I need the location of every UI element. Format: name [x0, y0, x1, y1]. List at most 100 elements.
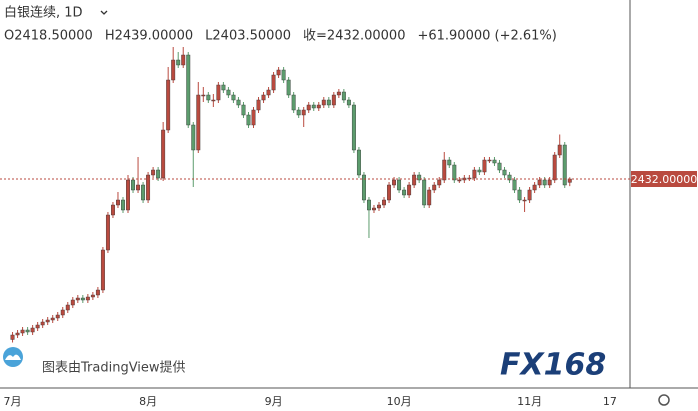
candle-body [176, 59, 181, 66]
ohlc-value: L2403.50000 [205, 29, 291, 44]
candle-body [377, 204, 381, 209]
candle-body [402, 189, 407, 196]
candle-body [196, 94, 201, 151]
candle-body [492, 159, 497, 164]
candle-body [567, 178, 572, 183]
candle-body [442, 159, 447, 181]
candle-body [10, 334, 15, 340]
candle-body [166, 79, 171, 131]
candle-body [151, 169, 156, 176]
candle-body [15, 332, 20, 336]
candle-body [35, 324, 40, 329]
candle-body [85, 296, 90, 301]
candle-body [221, 84, 226, 91]
candle-body [191, 124, 196, 151]
x-tick-label: 17 [603, 395, 617, 408]
candle-body [216, 84, 221, 101]
chart-title: 白银连续, 1D [4, 5, 83, 21]
candle-body [372, 207, 376, 211]
candle-body [487, 159, 492, 162]
candle-body [256, 99, 261, 111]
candle-body [181, 54, 186, 66]
watermark: 图表由TradingView提供 [42, 360, 186, 376]
candle-body [276, 69, 281, 76]
candle-body [206, 94, 211, 101]
logo: FX168 [500, 348, 606, 383]
candle-body [427, 189, 432, 206]
candle-body [542, 179, 547, 186]
last-price-box [631, 171, 697, 187]
candle-body [321, 99, 326, 106]
candle-body [80, 297, 85, 301]
x-tick-label: 9月 [265, 395, 283, 408]
candle-body [382, 199, 386, 206]
candle-body [331, 94, 336, 106]
candle-body [156, 169, 161, 179]
tradingview-badge: 图表由TradingView提供 [3, 347, 186, 376]
candle-body [311, 104, 316, 109]
candle-body [126, 179, 130, 211]
candle-body [392, 179, 397, 186]
candle-body [351, 104, 356, 151]
candle-body [306, 104, 311, 111]
candle-body [387, 184, 392, 201]
candle-body [517, 189, 522, 201]
plot-area [0, 47, 630, 343]
candle-body [261, 94, 266, 101]
candle-body [532, 184, 537, 191]
interval-chevron[interactable] [100, 10, 108, 15]
candle-body [296, 109, 301, 116]
last-price-label: 2432.00000 [631, 173, 697, 186]
candle-body [95, 289, 100, 296]
ohlc-value: O2418.50000 [4, 29, 93, 44]
gear[interactable] [658, 394, 670, 406]
candle-body [271, 74, 276, 91]
candle-body [301, 109, 306, 116]
candle-body [482, 159, 487, 173]
candle-body [60, 309, 65, 316]
candle-body [336, 91, 341, 96]
candle-body [367, 199, 371, 211]
ohlc-value: +61.90000 (+2.61%) [417, 29, 556, 44]
badge-cloud [5, 354, 21, 360]
candle-body [472, 169, 477, 179]
candle-body [105, 214, 110, 251]
candle-body [20, 329, 25, 334]
candle-body [407, 184, 412, 196]
candle-body [40, 321, 45, 326]
candle-body [90, 294, 95, 298]
candle-body [502, 169, 507, 176]
candle-body [437, 179, 442, 186]
candle-body [447, 159, 452, 166]
candle-body [186, 54, 191, 126]
candle-body [226, 89, 231, 96]
candle-body [121, 199, 125, 211]
candle-body [65, 304, 70, 311]
candle-body [512, 179, 517, 191]
candle-body [527, 189, 532, 201]
candle-body [136, 184, 141, 191]
candle-body [50, 317, 55, 321]
candle-body [356, 149, 361, 176]
candle-body [326, 99, 331, 106]
candle-body [291, 94, 296, 111]
candle-body [562, 144, 567, 186]
ohlc-legend: O2418.50000 H2439.00000 L2403.50000 收=2432.… [4, 29, 557, 44]
candle-body [522, 199, 527, 202]
settings-icon[interactable] [658, 394, 670, 406]
candle-body [457, 179, 462, 182]
candle-body [141, 184, 146, 201]
candle-body [537, 179, 542, 186]
candle-body [346, 99, 351, 106]
candle-body [161, 129, 166, 179]
candle-body [412, 174, 417, 186]
x-tick-label: 7月 [4, 395, 22, 408]
candle-body [246, 114, 251, 126]
candle-body [552, 154, 557, 181]
candle-body [361, 174, 366, 201]
candle-body [452, 164, 457, 181]
candle-body [316, 104, 321, 109]
candle-body [422, 179, 427, 206]
candle-body [201, 94, 206, 97]
